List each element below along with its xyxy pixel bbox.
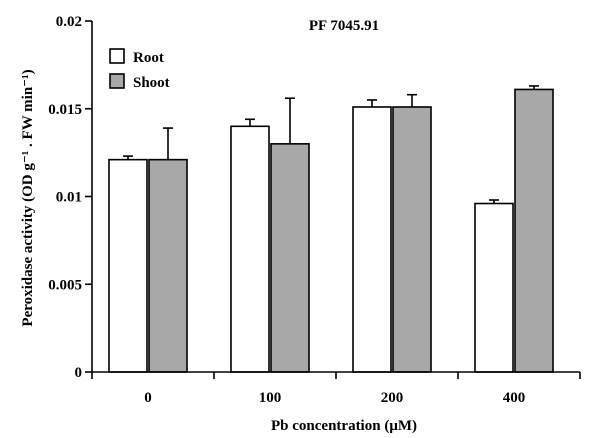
x-tick-label: 200 <box>381 390 404 406</box>
x-axis-title: Pb concentration (μM) <box>271 418 417 434</box>
bar-shoot <box>148 158 188 373</box>
bars-group <box>108 88 554 373</box>
legend-label-root: Root <box>133 50 164 66</box>
y-tick-label: 0.015 <box>48 102 82 118</box>
chart-title: PF 7045.91 <box>309 18 379 34</box>
legend: Root Shoot <box>109 48 170 91</box>
x-tick-label: 0 <box>144 390 152 406</box>
y-tick-label: 0.02 <box>56 14 82 30</box>
y-tick-label: 0.005 <box>48 277 82 293</box>
legend-swatch-shoot <box>109 73 125 89</box>
bar-shoot <box>392 106 432 373</box>
y-tick-label: 0.01 <box>56 190 82 206</box>
x-tick-label: 100 <box>259 390 282 406</box>
x-tick-label: 400 <box>503 390 526 406</box>
bar-root <box>230 125 270 373</box>
bar-shoot <box>514 88 554 373</box>
legend-label-shoot: Shoot <box>133 75 170 91</box>
error-bars-group <box>123 85 539 204</box>
y-axis-title: Peroxidase activity (OD g⁻¹ . FW min⁻¹) <box>20 69 36 326</box>
bar-shoot <box>270 143 310 373</box>
bar-root <box>352 106 392 373</box>
bar-root <box>108 158 148 373</box>
bar-root <box>474 202 514 373</box>
y-axis: 0 0.005 0.01 0.015 0.02 <box>48 14 93 381</box>
legend-swatch-root <box>109 48 125 64</box>
x-axis: 0 100 200 400 <box>91 371 581 406</box>
y-tick-label: 0 <box>75 365 83 381</box>
